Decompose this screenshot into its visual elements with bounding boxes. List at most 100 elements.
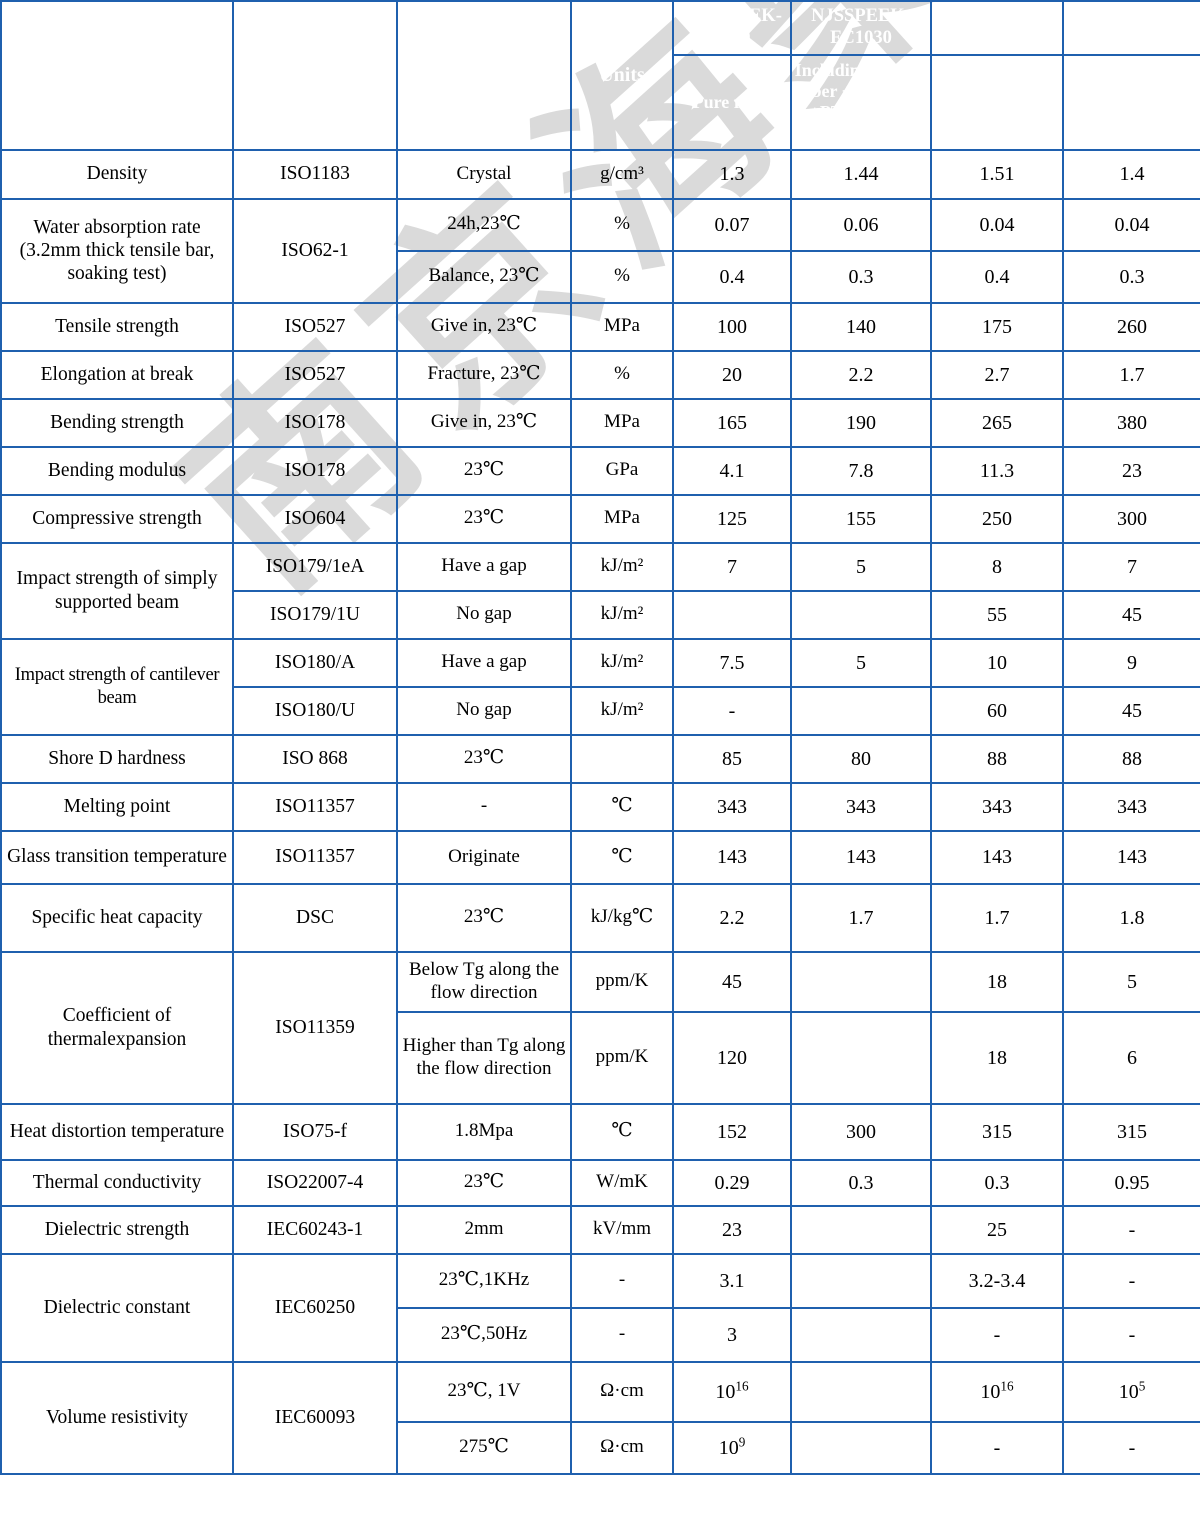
cell-test-item: Heat distortion temperature	[0, 1102, 234, 1161]
table-row: Impact strength of simply supported beam…	[0, 541, 1200, 640]
cell-value: 125	[672, 493, 792, 544]
cell-value: 4.1	[672, 445, 792, 496]
cell-value: 88	[930, 733, 1064, 784]
cell-test-criteria: ISO75-f	[232, 1102, 398, 1161]
cell-unit: kJ/m²	[570, 589, 674, 640]
cell-test-item: Volume resistivity	[0, 1360, 234, 1475]
cell-unit	[570, 733, 674, 784]
cell-test-criteria: ISO527	[232, 301, 398, 352]
cell-unit: Ω·cm	[570, 1360, 674, 1423]
cell-value: 120	[672, 1010, 792, 1105]
cell-unit: MPa	[570, 493, 674, 544]
cell-unit: MPa	[570, 301, 674, 352]
cell-value: 265	[930, 397, 1064, 448]
cell-test-condition: 23℃	[396, 445, 572, 496]
cell-value: -	[1062, 1204, 1200, 1255]
cell-value: 1.7	[1062, 349, 1200, 400]
table-row: Melting point ISO11357- ℃ 343 343 343 343	[0, 781, 1200, 832]
column-header-product-desc-3: It contains 30% glass fiber	[930, 53, 1064, 151]
cell-value: 8	[930, 541, 1064, 592]
cell-test-condition: 23℃,1KHz	[396, 1252, 572, 1309]
table-row: Tensile strength ISO527 Give in, 23℃ MPa 100…	[0, 301, 1200, 352]
cell-test-criteria: ISO527	[232, 349, 398, 400]
cell-test-condition: Originate	[396, 829, 572, 885]
cell-test-criteria: ISO62-1	[232, 197, 398, 304]
cell-unit: ℃	[570, 781, 674, 832]
cell-value: 1016	[672, 1360, 792, 1423]
table-row: Dielectric strength IEC60243-1 2mm kV/mm 23 2…	[0, 1204, 1200, 1255]
cell-value: 0.95	[1062, 1158, 1200, 1207]
cell-value: 45	[1062, 589, 1200, 640]
cell-value: 1016	[930, 1360, 1064, 1423]
cell-value: 143	[672, 829, 792, 885]
cell-test-item: Impact strength of simply supported beam	[0, 541, 234, 640]
cell-unit: g/cm³	[570, 148, 674, 200]
table-row: Coefficient of thermalexpansion ISO11359 B…	[0, 950, 1200, 1105]
cell-value: 0.4	[930, 249, 1064, 304]
cell-test-condition: Have a gap	[396, 637, 572, 688]
cell-value	[790, 1420, 932, 1475]
cell-value: -	[930, 1420, 1064, 1475]
cell-value: 300	[1062, 493, 1200, 544]
cell-unit: -	[570, 1252, 674, 1309]
cell-test-criteria: IEC60250	[232, 1252, 398, 1363]
table-row: Impact strength of cantilever beam ISO180…	[0, 637, 1200, 736]
cell-value: 343	[790, 781, 932, 832]
cell-value: -	[1062, 1420, 1200, 1475]
cell-test-item: Thermal conductivity	[0, 1158, 234, 1207]
cell-value	[790, 1252, 932, 1309]
column-header-product-name-4: NJSSPEEK-C1030	[1062, 0, 1200, 56]
cell-unit: kJ/kg℃	[570, 882, 674, 953]
cell-test-criteria: ISO178	[232, 445, 398, 496]
cell-unit: W/mK	[570, 1158, 674, 1207]
column-header-product-desc-1: Pure resin	[672, 53, 792, 151]
cell-value: -	[672, 685, 792, 736]
cell-value: 143	[790, 829, 932, 885]
cell-test-condition: 275℃	[396, 1420, 572, 1475]
cell-value	[790, 1010, 932, 1105]
cell-value: 20	[672, 349, 792, 400]
cell-test-item: Specific heat capacity	[0, 882, 234, 953]
cell-value: 3	[672, 1306, 792, 1363]
header-row-2: Pure resin Including carbon fiber + grap…	[1, 53, 1200, 151]
cell-test-item: Compressive strength	[0, 493, 234, 544]
cell-value: 85	[672, 733, 792, 784]
cell-value: 0.3	[1062, 249, 1200, 304]
cell-test-item: Coefficient of thermalexpansion	[0, 950, 234, 1105]
cell-unit: kJ/m²	[570, 637, 674, 688]
cell-value: 1.7	[930, 882, 1064, 953]
cell-value: 190	[790, 397, 932, 448]
cell-test-item: Glass transition temperature	[0, 829, 234, 885]
cell-test-item: Water absorption rate (3.2mm thick tensi…	[0, 197, 234, 304]
cell-value: 7.8	[790, 445, 932, 496]
cell-value: 55	[930, 589, 1064, 640]
cell-value: 315	[930, 1102, 1064, 1161]
cell-test-condition: Crystal	[396, 148, 572, 200]
cell-test-item: Bending strength	[0, 397, 234, 448]
cell-test-condition: Higher than Tg along the flow direction	[396, 1010, 572, 1105]
cell-value	[790, 685, 932, 736]
cell-value: 5	[790, 541, 932, 592]
cell-unit: ℃	[570, 829, 674, 885]
cell-test-condition: Balance, 23℃	[396, 249, 572, 304]
table-row: Bending modulus ISO178 23℃ GPa 4.1 7.8 11.3 23	[0, 445, 1200, 496]
table-row: Bending strength ISO178 Give in, 23℃ MPa 165…	[0, 397, 1200, 448]
cell-value: 45	[672, 950, 792, 1013]
cell-test-condition: 23℃	[396, 493, 572, 544]
cell-unit: %	[570, 249, 674, 304]
cell-value	[790, 1204, 932, 1255]
cell-value: 152	[672, 1102, 792, 1161]
column-header-product-desc-4: Contains 30% carbon fiber	[1062, 53, 1200, 151]
cell-test-condition: Give in, 23℃	[396, 301, 572, 352]
cell-value	[672, 589, 792, 640]
cell-test-criteria: ISO180/A	[232, 637, 398, 688]
cell-value	[790, 1306, 932, 1363]
cell-value: 343	[672, 781, 792, 832]
header-row-1: Test items Test criteria Test conditions…	[0, 0, 1200, 151]
cell-unit: %	[570, 197, 674, 252]
cell-test-criteria: ISO179/1eA	[232, 541, 398, 592]
cell-value: 1.51	[930, 148, 1064, 200]
cell-test-item: Tensile strength	[0, 301, 234, 352]
table-row: ISO180/U No gap kJ/m² - 60 45	[1, 685, 1200, 736]
cell-test-criteria: ISO 868	[232, 733, 398, 784]
